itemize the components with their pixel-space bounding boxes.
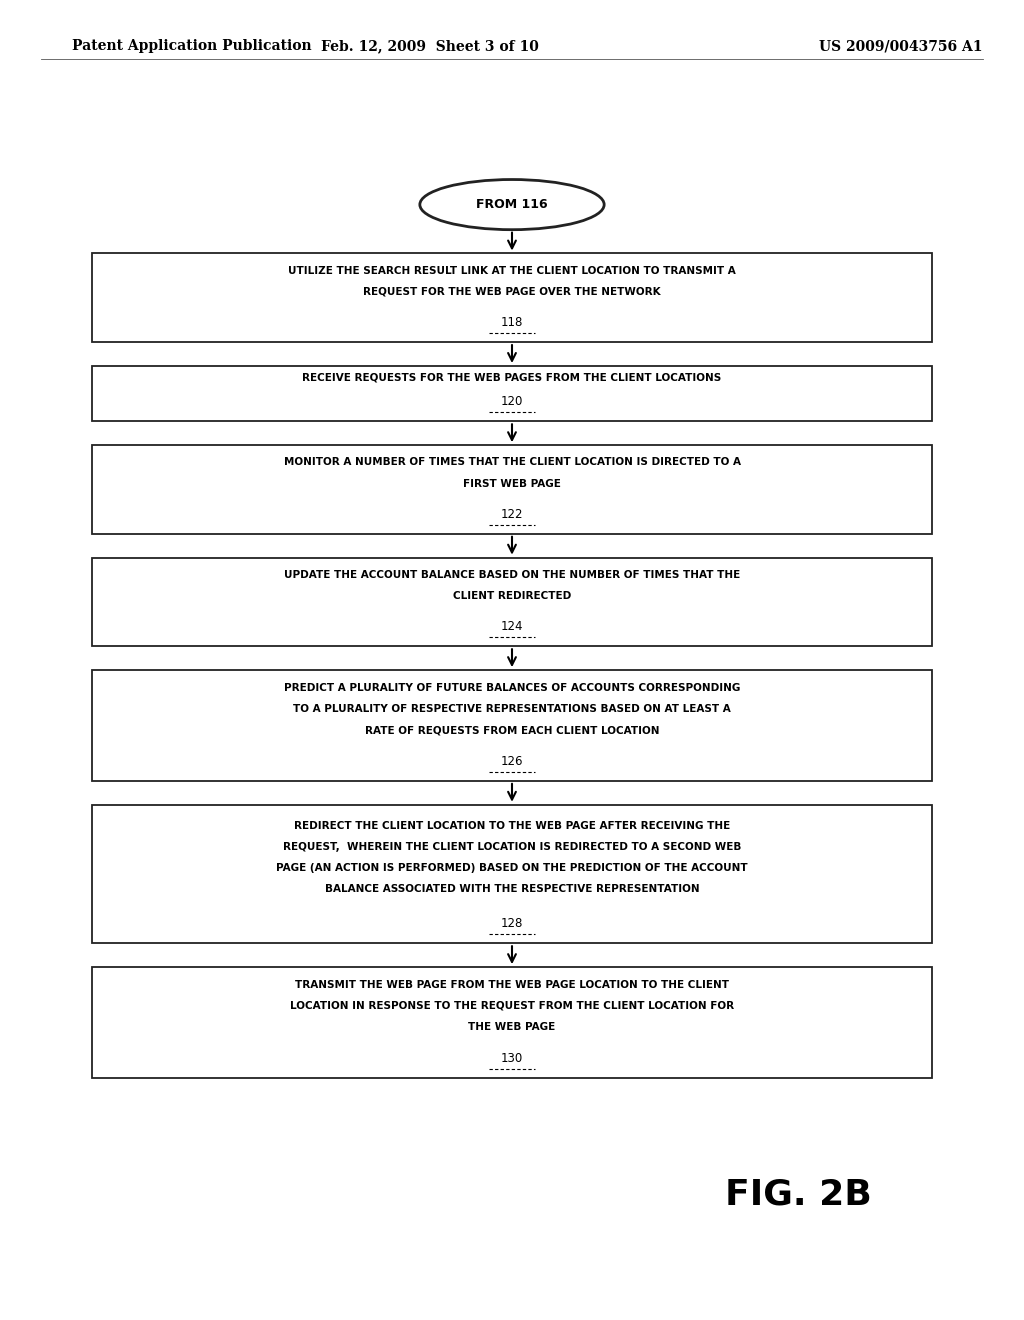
Text: Feb. 12, 2009  Sheet 3 of 10: Feb. 12, 2009 Sheet 3 of 10 — [322, 40, 539, 53]
Text: UPDATE THE ACCOUNT BALANCE BASED ON THE NUMBER OF TIMES THAT THE: UPDATE THE ACCOUNT BALANCE BASED ON THE … — [284, 570, 740, 579]
Text: 122: 122 — [501, 508, 523, 520]
Text: REQUEST,  WHEREIN THE CLIENT LOCATION IS REDIRECTED TO A SECOND WEB: REQUEST, WHEREIN THE CLIENT LOCATION IS … — [283, 842, 741, 851]
FancyBboxPatch shape — [92, 366, 932, 421]
Text: 130: 130 — [501, 1052, 523, 1065]
Text: BALANCE ASSOCIATED WITH THE RESPECTIVE REPRESENTATION: BALANCE ASSOCIATED WITH THE RESPECTIVE R… — [325, 884, 699, 894]
Text: 128: 128 — [501, 917, 523, 931]
Text: FIRST WEB PAGE: FIRST WEB PAGE — [463, 479, 561, 488]
FancyBboxPatch shape — [92, 805, 932, 944]
Text: 126: 126 — [501, 755, 523, 768]
FancyBboxPatch shape — [92, 253, 932, 342]
Text: REDIRECT THE CLIENT LOCATION TO THE WEB PAGE AFTER RECEIVING THE: REDIRECT THE CLIENT LOCATION TO THE WEB … — [294, 821, 730, 830]
Text: FIG. 2B: FIG. 2B — [725, 1177, 872, 1212]
Text: 124: 124 — [501, 620, 523, 634]
Text: RATE OF REQUESTS FROM EACH CLIENT LOCATION: RATE OF REQUESTS FROM EACH CLIENT LOCATI… — [365, 725, 659, 735]
Text: TRANSMIT THE WEB PAGE FROM THE WEB PAGE LOCATION TO THE CLIENT: TRANSMIT THE WEB PAGE FROM THE WEB PAGE … — [295, 979, 729, 990]
Text: 118: 118 — [501, 315, 523, 329]
Text: LOCATION IN RESPONSE TO THE REQUEST FROM THE CLIENT LOCATION FOR: LOCATION IN RESPONSE TO THE REQUEST FROM… — [290, 1001, 734, 1011]
Text: PREDICT A PLURALITY OF FUTURE BALANCES OF ACCOUNTS CORRESPONDING: PREDICT A PLURALITY OF FUTURE BALANCES O… — [284, 682, 740, 693]
Text: MONITOR A NUMBER OF TIMES THAT THE CLIENT LOCATION IS DIRECTED TO A: MONITOR A NUMBER OF TIMES THAT THE CLIEN… — [284, 458, 740, 467]
Text: CLIENT REDIRECTED: CLIENT REDIRECTED — [453, 591, 571, 601]
Ellipse shape — [420, 180, 604, 230]
FancyBboxPatch shape — [92, 557, 932, 647]
Text: UTILIZE THE SEARCH RESULT LINK AT THE CLIENT LOCATION TO TRANSMIT A: UTILIZE THE SEARCH RESULT LINK AT THE CL… — [288, 265, 736, 276]
Text: PAGE (AN ACTION IS PERFORMED) BASED ON THE PREDICTION OF THE ACCOUNT: PAGE (AN ACTION IS PERFORMED) BASED ON T… — [276, 863, 748, 873]
FancyBboxPatch shape — [92, 671, 932, 781]
FancyBboxPatch shape — [92, 445, 932, 533]
Text: US 2009/0043756 A1: US 2009/0043756 A1 — [819, 40, 983, 53]
Text: 120: 120 — [501, 395, 523, 408]
Text: REQUEST FOR THE WEB PAGE OVER THE NETWORK: REQUEST FOR THE WEB PAGE OVER THE NETWOR… — [364, 286, 660, 297]
FancyBboxPatch shape — [92, 968, 932, 1078]
Text: FROM 116: FROM 116 — [476, 198, 548, 211]
Text: THE WEB PAGE: THE WEB PAGE — [468, 1022, 556, 1032]
Text: TO A PLURALITY OF RESPECTIVE REPRESENTATIONS BASED ON AT LEAST A: TO A PLURALITY OF RESPECTIVE REPRESENTAT… — [293, 704, 731, 714]
Text: Patent Application Publication: Patent Application Publication — [72, 40, 311, 53]
Text: RECEIVE REQUESTS FOR THE WEB PAGES FROM THE CLIENT LOCATIONS: RECEIVE REQUESTS FOR THE WEB PAGES FROM … — [302, 372, 722, 381]
